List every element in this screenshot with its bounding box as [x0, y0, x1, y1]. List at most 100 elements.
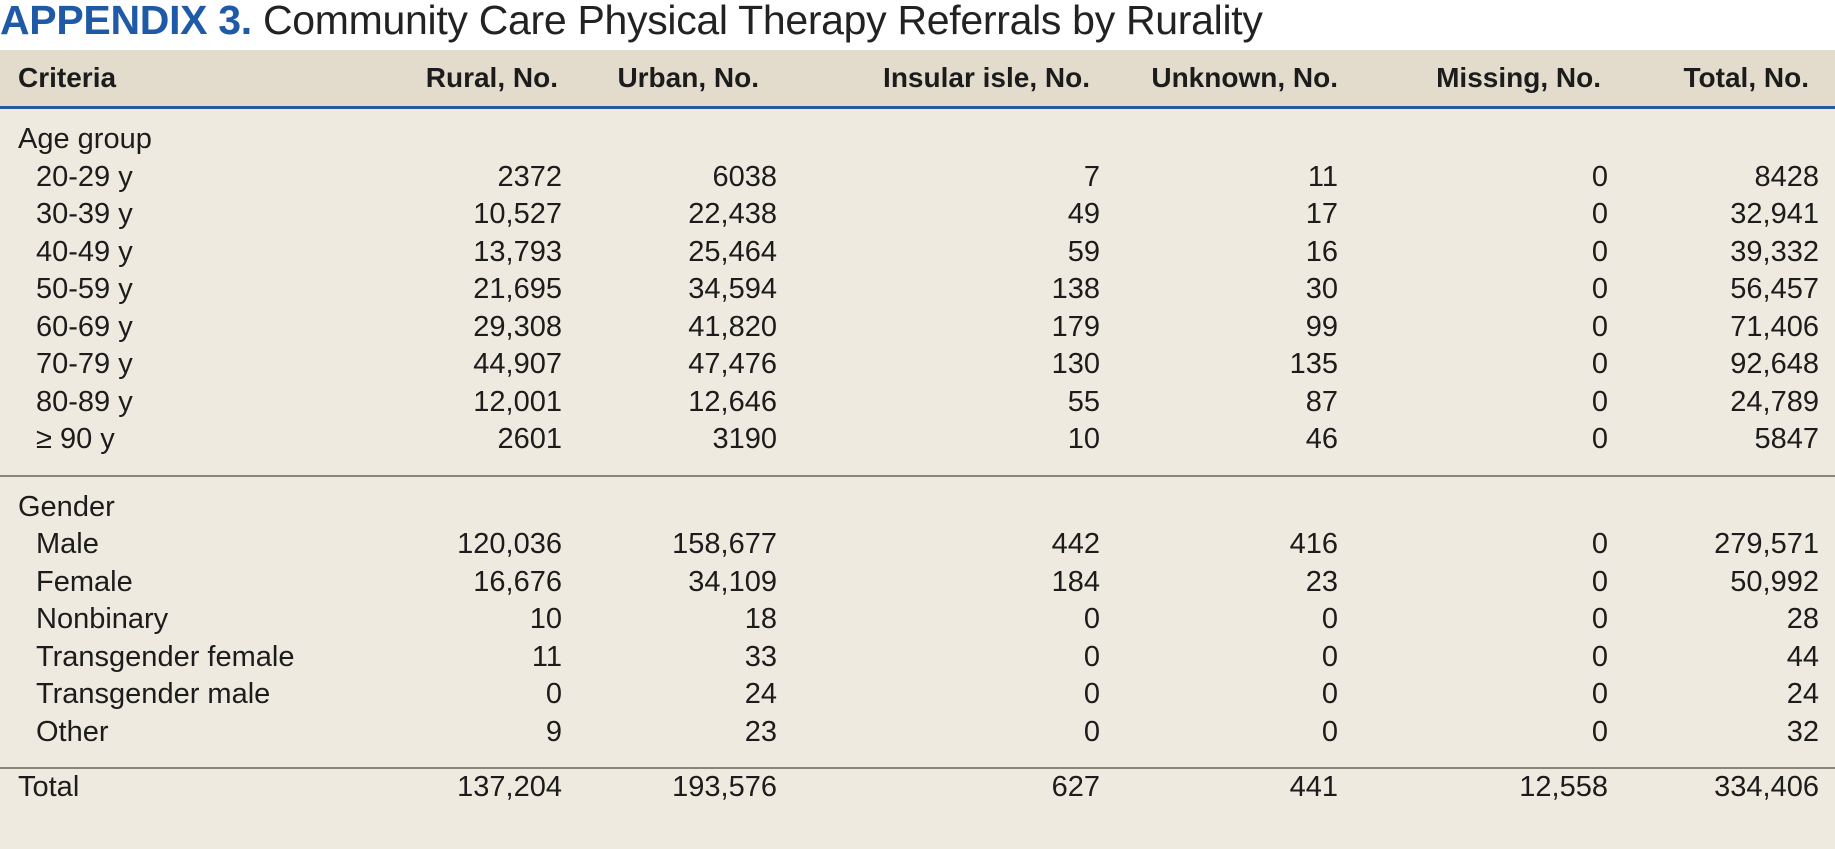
column-header-insular-isle: Insular isle, No. [883, 62, 1090, 93]
cell-criteria: 40-49 y [36, 235, 133, 268]
cell-urban: 34,109 [688, 565, 777, 598]
section-divider [0, 458, 1835, 477]
cell-insular-isle: 0 [1083, 640, 1100, 673]
cell-total: 24 [1786, 678, 1819, 711]
table-row: 70-79 y 44,907 47,476 130 135 0 92,648 [0, 346, 1835, 384]
cell-criteria: Other [36, 715, 109, 748]
table-row: 80-89 y 12,001 12,646 55 87 0 24,789 [0, 384, 1835, 422]
cell-rural: 10 [529, 603, 562, 636]
cell-total: 56,457 [1730, 273, 1819, 306]
total-insular-isle: 627 [1051, 771, 1100, 804]
cell-unknown: 0 [1321, 678, 1338, 711]
cell-insular-isle: 179 [1051, 310, 1100, 343]
cell-missing: 0 [1591, 528, 1608, 561]
cell-criteria: 50-59 y [36, 273, 133, 306]
cell-rural: 44,907 [473, 348, 562, 381]
cell-missing: 0 [1591, 198, 1608, 231]
cell-unknown: 0 [1321, 640, 1338, 673]
cell-rural: 120,036 [457, 528, 562, 561]
cell-criteria: Nonbinary [36, 603, 169, 636]
table-row: 30-39 y 10,527 22,438 49 17 0 32,941 [0, 196, 1835, 234]
cell-insular-isle: 442 [1051, 528, 1100, 561]
total-urban: 193,576 [672, 771, 777, 804]
total-row: Total 137,204 193,576 627 441 12,558 334… [0, 768, 1835, 807]
cell-urban: 22,438 [688, 198, 777, 231]
cell-insular-isle: 138 [1051, 273, 1100, 306]
column-header-total: Total, No. [1683, 62, 1809, 93]
cell-rural: 11 [531, 640, 562, 673]
cell-unknown: 46 [1305, 423, 1338, 456]
cell-urban: 47,476 [688, 348, 777, 381]
cell-missing: 0 [1591, 310, 1608, 343]
cell-urban: 6038 [712, 160, 777, 193]
cell-criteria: Transgender male [36, 678, 271, 711]
page-title: APPENDIX 3. Community Care Physical Ther… [0, 0, 1835, 50]
total-total: 334,406 [1714, 771, 1819, 804]
cell-missing: 0 [1591, 348, 1608, 381]
cell-unknown: 87 [1305, 385, 1338, 418]
cell-urban: 25,464 [688, 235, 777, 268]
group-heading-row: Age group [0, 121, 1835, 159]
cell-total: 279,571 [1714, 528, 1819, 561]
column-header-rural: Rural, No. [425, 62, 558, 93]
cell-total: 50,992 [1730, 565, 1819, 598]
table-row: Transgender male 0 24 0 0 0 24 [0, 676, 1835, 714]
cell-rural: 2372 [497, 160, 562, 193]
group-heading-age: Age group [18, 123, 152, 156]
cell-rural: 29,308 [473, 310, 562, 343]
cell-unknown: 0 [1321, 715, 1338, 748]
table-row: Male 120,036 158,677 442 416 0 279,571 [0, 526, 1835, 564]
gender-rows: Male 120,036 158,677 442 416 0 279,571 Female 16… [0, 526, 1835, 751]
cell-total: 28 [1786, 603, 1819, 636]
table-row: 20-29 y 2372 6038 7 11 0 8428 [0, 159, 1835, 197]
cell-rural: 21,695 [473, 273, 562, 306]
cell-insular-isle: 0 [1083, 715, 1100, 748]
total-unknown: 441 [1289, 771, 1338, 804]
cell-urban: 41,820 [688, 310, 777, 343]
cell-rural: 10,527 [473, 198, 562, 231]
cell-total: 39,332 [1730, 235, 1819, 268]
cell-urban: 3190 [712, 423, 777, 456]
cell-rural: 9 [545, 715, 562, 748]
total-label: Total [18, 771, 80, 804]
cell-total: 71,406 [1730, 310, 1819, 343]
cell-unknown: 0 [1321, 603, 1338, 636]
table-row: ≥ 90 y 2601 3190 10 46 0 5847 [0, 421, 1835, 459]
cell-missing: 0 [1591, 273, 1608, 306]
cell-urban: 158,677 [672, 528, 777, 561]
table-row: Transgender female 11 33 0 0 0 44 [0, 639, 1835, 677]
table-row: Nonbinary 10 18 0 0 0 28 [0, 601, 1835, 639]
cell-insular-isle: 7 [1083, 160, 1100, 193]
cell-insular-isle: 0 [1083, 678, 1100, 711]
table-row: 50-59 y 21,695 34,594 138 30 0 56,457 [0, 271, 1835, 309]
cell-total: 8428 [1754, 160, 1819, 193]
cell-unknown: 16 [1305, 235, 1338, 268]
cell-missing: 0 [1591, 235, 1608, 268]
cell-unknown: 30 [1305, 273, 1338, 306]
cell-urban: 33 [744, 640, 777, 673]
table-row: Other 9 23 0 0 0 32 [0, 714, 1835, 752]
cell-missing: 0 [1591, 423, 1608, 456]
referrals-table: Criteria Rural, No. Urban, No. Insular i… [0, 50, 1835, 807]
cell-rural: 2601 [497, 423, 562, 456]
cell-urban: 23 [744, 715, 777, 748]
column-header-urban: Urban, No. [617, 62, 759, 93]
header-rule [0, 106, 1835, 109]
cell-criteria: 60-69 y [36, 310, 133, 343]
cell-criteria: 80-89 y [36, 385, 133, 418]
cell-unknown: 135 [1289, 348, 1338, 381]
cell-missing: 0 [1591, 565, 1608, 598]
cell-unknown: 99 [1305, 310, 1338, 343]
cell-total: 32 [1786, 715, 1819, 748]
table-row: 40-49 y 13,793 25,464 59 16 0 39,332 [0, 234, 1835, 272]
cell-missing: 0 [1591, 715, 1608, 748]
cell-insular-isle: 49 [1067, 198, 1100, 231]
age-group-rows: 20-29 y 2372 6038 7 11 0 8428 30-39 y 10,527 22,4… [0, 159, 1835, 459]
cell-rural: 12,001 [473, 385, 562, 418]
cell-total: 24,789 [1730, 385, 1819, 418]
column-header-criteria: Criteria [18, 62, 117, 93]
cell-insular-isle: 0 [1083, 603, 1100, 636]
cell-unknown: 17 [1305, 198, 1338, 231]
cell-criteria: 20-29 y [36, 160, 133, 193]
cell-missing: 0 [1591, 385, 1608, 418]
